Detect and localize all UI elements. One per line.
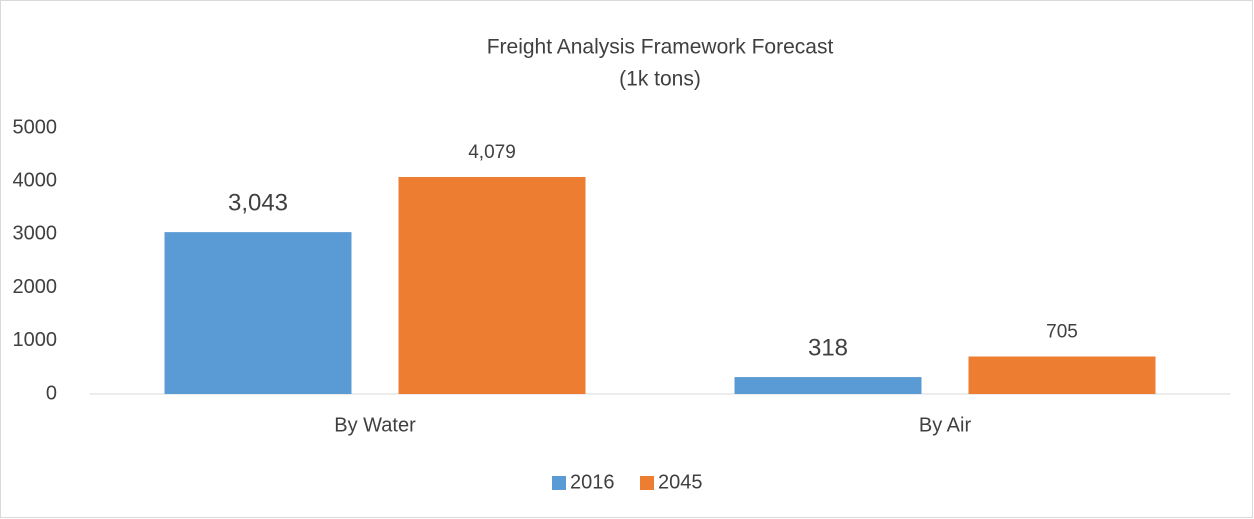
legend-swatch (640, 476, 654, 490)
bar (968, 356, 1156, 394)
data-label: 4,079 (468, 142, 516, 163)
y-tick-label: 1000 (13, 329, 58, 351)
legend-swatch (552, 476, 566, 490)
legend-label: 2045 (658, 471, 703, 493)
x-tick-label: By Water (334, 414, 416, 436)
y-tick-label: 5000 (13, 116, 58, 138)
chart-title: Freight Analysis Framework Forecast (487, 36, 834, 59)
y-tick-label: 2000 (13, 276, 58, 298)
y-tick-label: 4000 (13, 169, 58, 191)
bar (734, 377, 922, 394)
data-label: 705 (1046, 322, 1078, 343)
y-tick-label: 0 (46, 382, 57, 404)
chart-subtitle: (1k tons) (619, 68, 701, 91)
y-tick-label: 3000 (13, 223, 58, 245)
data-label: 318 (808, 334, 848, 361)
legend-label: 2016 (570, 471, 615, 493)
x-tick-label: By Air (919, 414, 972, 436)
bar (164, 232, 352, 394)
bar (398, 176, 586, 394)
data-label: 3,043 (228, 189, 288, 216)
